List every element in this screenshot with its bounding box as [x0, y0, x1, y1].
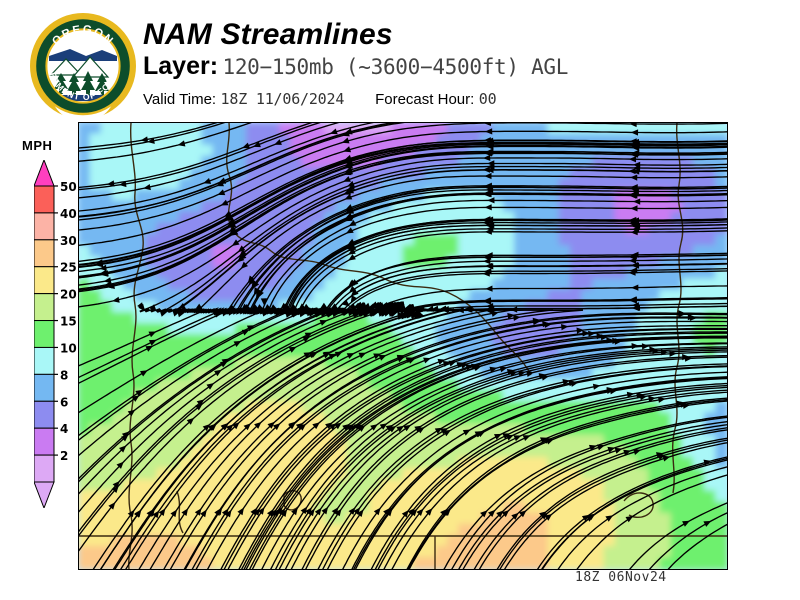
- layer-line: Layer: 120−150mb (~3600−4500ft) AGL: [143, 51, 568, 85]
- legend-units-label: MPH: [22, 138, 53, 153]
- legend-tick-40: 40: [60, 207, 77, 221]
- header: OREGON DEPARTMENT OF FORESTRY NAM Stream…: [0, 0, 800, 122]
- layer-value: 120−150mb (~3600−4500ft) AGL: [222, 55, 569, 79]
- legend-tick-4: 4: [60, 422, 68, 436]
- valid-time-value: 18Z 11/06/2024: [220, 90, 345, 108]
- forecast-hour-value: 00: [478, 90, 497, 108]
- legend-tick-8: 8: [60, 368, 68, 382]
- legend-tick-6: 6: [60, 395, 68, 409]
- valid-time-label: Valid Time:: [143, 91, 217, 108]
- legend-tick-15: 15: [60, 315, 77, 329]
- layer-label: Layer:: [143, 52, 219, 80]
- map-timestamp: 18Z 06Nov24: [575, 570, 667, 585]
- legend-tick-50: 50: [60, 180, 77, 194]
- streamline-map[interactable]: [78, 122, 728, 570]
- page-title: NAM Streamlines: [143, 18, 393, 51]
- colorbar: 50 40 30 25 20 15 10 8 6 4 2: [33, 158, 78, 510]
- legend-tick-30: 30: [60, 234, 77, 248]
- streamline-arrows: [95, 123, 712, 527]
- legend-tick-25: 25: [60, 261, 77, 275]
- streamlines: [79, 123, 727, 569]
- color-legend: MPH 50 40 30 25 20 15 10 8 6 4 2: [10, 138, 78, 510]
- legend-tick-2: 2: [60, 449, 68, 463]
- forecast-hour-label: Forecast Hour:: [375, 91, 475, 108]
- oregon-department-of-forestry-logo: OREGON DEPARTMENT OF FORESTRY: [24, 3, 138, 122]
- legend-tick-10: 10: [60, 341, 77, 355]
- valid-time-line: Valid Time: 18Z 11/06/2024 Forecast Hour…: [143, 88, 568, 111]
- title-block: NAM Streamlines Layer: 120−150mb (~3600−…: [143, 18, 568, 111]
- legend-tick-20: 20: [60, 288, 77, 302]
